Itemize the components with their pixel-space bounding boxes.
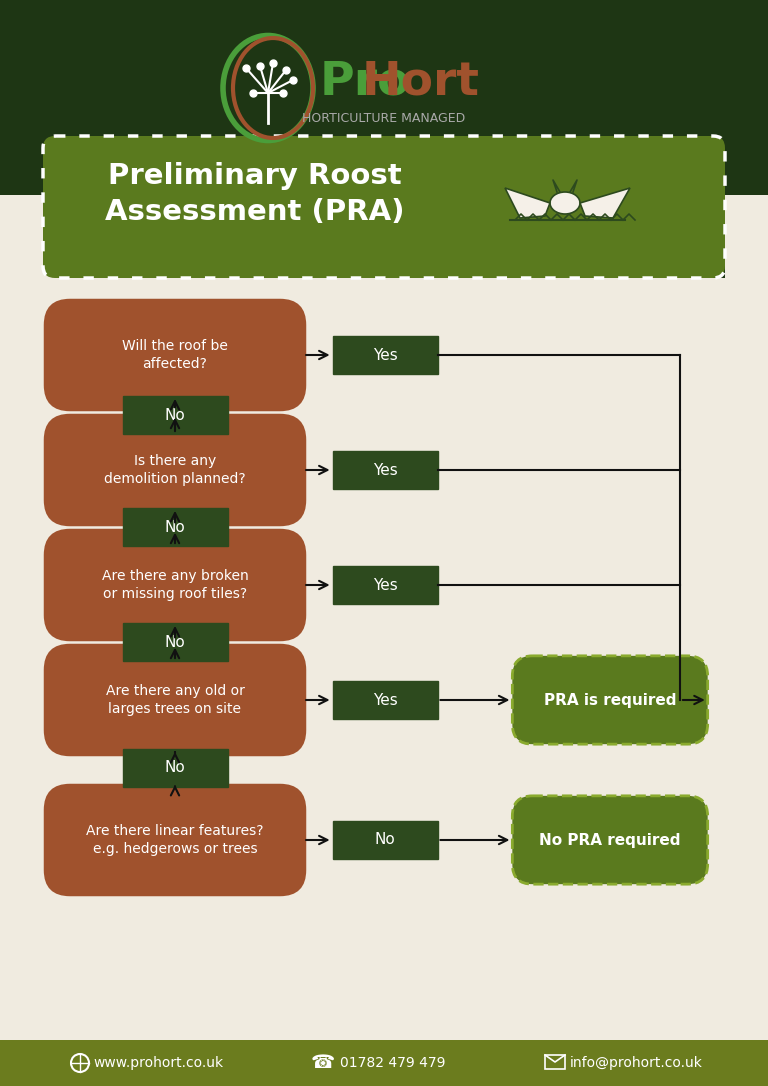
Text: HORTICULTURE MANAGED: HORTICULTURE MANAGED — [303, 112, 465, 125]
Text: Will the roof be
affected?: Will the roof be affected? — [122, 339, 228, 370]
Text: Are there any old or
larges trees on site: Are there any old or larges trees on sit… — [105, 684, 244, 716]
FancyBboxPatch shape — [123, 623, 227, 661]
FancyBboxPatch shape — [45, 300, 305, 411]
Polygon shape — [505, 188, 550, 218]
Text: No: No — [164, 407, 185, 422]
FancyBboxPatch shape — [45, 785, 305, 895]
Text: Yes: Yes — [372, 693, 397, 707]
Ellipse shape — [550, 192, 580, 214]
Text: PRA is required: PRA is required — [544, 693, 677, 707]
Text: No: No — [164, 760, 185, 775]
Text: Hort: Hort — [362, 60, 480, 104]
Text: No: No — [164, 519, 185, 534]
Text: No PRA required: No PRA required — [539, 833, 680, 847]
Text: Yes: Yes — [372, 578, 397, 593]
Text: Pro: Pro — [320, 60, 411, 104]
Text: ☎: ☎ — [311, 1053, 335, 1073]
FancyBboxPatch shape — [333, 681, 438, 719]
FancyBboxPatch shape — [512, 656, 707, 744]
Text: info@prohort.co.uk: info@prohort.co.uk — [570, 1056, 703, 1070]
FancyBboxPatch shape — [123, 508, 227, 546]
Text: Yes: Yes — [372, 463, 397, 478]
FancyBboxPatch shape — [333, 336, 438, 374]
Polygon shape — [653, 206, 725, 278]
FancyBboxPatch shape — [123, 749, 227, 787]
FancyBboxPatch shape — [45, 645, 305, 755]
FancyBboxPatch shape — [333, 821, 438, 859]
FancyBboxPatch shape — [123, 396, 227, 434]
Text: No: No — [164, 634, 185, 649]
Polygon shape — [580, 188, 630, 218]
Text: Is there any
demolition planned?: Is there any demolition planned? — [104, 454, 246, 485]
Text: Are there linear features?
e.g. hedgerows or trees: Are there linear features? e.g. hedgerow… — [86, 824, 263, 856]
FancyBboxPatch shape — [333, 451, 438, 489]
FancyBboxPatch shape — [512, 796, 707, 884]
FancyBboxPatch shape — [333, 566, 438, 604]
FancyBboxPatch shape — [45, 530, 305, 641]
FancyBboxPatch shape — [43, 136, 725, 278]
Text: Yes: Yes — [372, 348, 397, 363]
FancyBboxPatch shape — [0, 1040, 768, 1086]
Text: 01782 479 479: 01782 479 479 — [340, 1056, 445, 1070]
Text: www.prohort.co.uk: www.prohort.co.uk — [93, 1056, 223, 1070]
Text: No: No — [375, 833, 396, 847]
Text: Are there any broken
or missing roof tiles?: Are there any broken or missing roof til… — [101, 569, 248, 601]
FancyBboxPatch shape — [45, 415, 305, 526]
FancyBboxPatch shape — [0, 0, 768, 195]
Text: Preliminary Roost
Assessment (PRA): Preliminary Roost Assessment (PRA) — [105, 162, 405, 226]
